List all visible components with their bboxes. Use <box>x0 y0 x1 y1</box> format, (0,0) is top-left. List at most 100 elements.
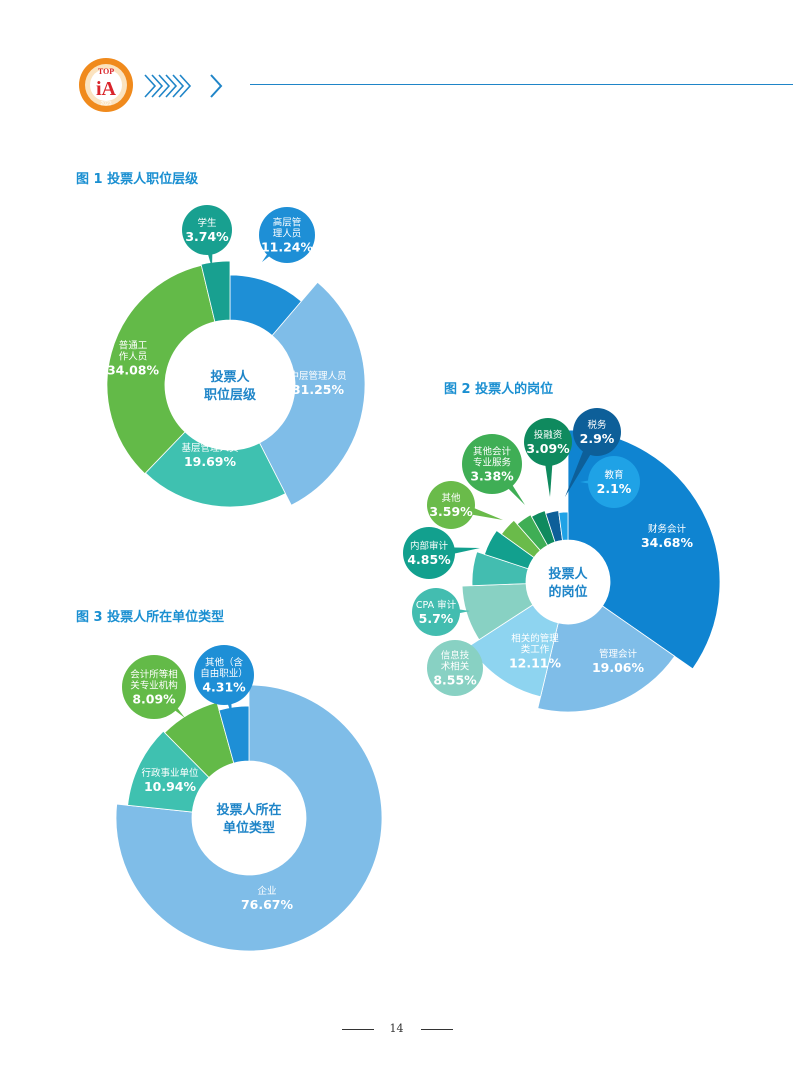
fig1-slice-name: 学生 <box>197 217 217 229</box>
fig1-bubble <box>182 205 232 255</box>
svg-text:2023: 2023 <box>100 101 111 107</box>
fig2-slice-name: 术相关 <box>441 661 470 673</box>
fig2-slice-value: 4.85% <box>407 552 451 567</box>
header-rule <box>250 84 793 85</box>
fig2-slice-3 <box>461 583 534 641</box>
fig2-slice-name: 管理会计 <box>599 648 638 660</box>
fig1-slice-value: 11.24% <box>261 240 314 255</box>
fig2-bubble <box>573 408 621 456</box>
fig2-bubble <box>524 418 572 466</box>
fig2-bubble <box>588 456 640 508</box>
fig2-slice-name: 其他会计 <box>473 446 512 458</box>
fig2-label-6: 其他3.59% <box>427 481 503 529</box>
fig1-center-label: 职位层级 <box>204 387 257 403</box>
fig1-center <box>165 320 295 450</box>
fig1-slice-value: 19.69% <box>184 454 237 469</box>
fig2-slice-name: 投融资 <box>534 429 563 441</box>
fig2-slice-value: 19.06% <box>592 660 645 675</box>
fig3-slice-name: 企业 <box>257 885 276 897</box>
fig1-bubble <box>259 207 315 263</box>
fig3-bubble <box>194 645 254 705</box>
fig3-bubble <box>122 655 186 719</box>
fig1-slice-name: 中层管理人员 <box>289 370 346 382</box>
fig2-slice-value: 3.59% <box>429 504 473 519</box>
footer-rule-left <box>342 1029 374 1030</box>
fig3-slice-value: 4.31% <box>202 680 246 695</box>
fig3-slice-name: 行政事业单位 <box>141 767 199 779</box>
fig1-slice-value: 31.25% <box>292 382 345 397</box>
fig2-center-label: 的岗位 <box>548 584 587 600</box>
fig1-slice-name: 理人员 <box>273 229 302 240</box>
fig2-slice-name: 教育 <box>604 469 623 481</box>
fig3-slice-name: 自由职业） <box>200 668 248 680</box>
fig2-bubble <box>427 640 483 696</box>
fig2-center-label: 投票人 <box>548 566 588 582</box>
fig2-slice-value: 3.38% <box>470 469 514 484</box>
fig2-slice-value: 12.11% <box>509 656 562 671</box>
fig1-slice-value: 34.08% <box>107 363 160 378</box>
fig1-slice-value: 3.74% <box>185 229 229 244</box>
fig2-center <box>526 540 610 624</box>
fig2-slice-value: 5.7% <box>419 611 454 626</box>
double-chevron-right-icon <box>144 74 223 98</box>
fig1-label-4: 学生3.74% <box>182 205 232 268</box>
fig2-slice-name: 内部审计 <box>410 540 449 552</box>
fig2-slice-name: 其他 <box>441 492 461 504</box>
fig2-slice-name: CPA 审计 <box>416 599 457 611</box>
fig1-slice-name: 作人员 <box>119 351 148 363</box>
fig2-slice-name: 相关的管理 <box>511 633 559 645</box>
fig3-center-label: 单位类型 <box>223 820 275 836</box>
page-number: 14 <box>389 1022 404 1035</box>
fig2-bubble <box>412 588 460 636</box>
fig2-label-10: 教育2.1% <box>580 456 640 508</box>
fig3-slice-value: 76.67% <box>241 897 294 912</box>
fig1-title: 图 1 投票人职位层级 <box>76 172 199 187</box>
fig2-bubble <box>462 434 522 494</box>
fig2-slice-value: 8.55% <box>433 673 477 688</box>
fig2-slice-value: 3.09% <box>526 441 570 456</box>
fig3-slice-value: 10.94% <box>144 779 197 794</box>
fig3-slice-value: 8.09% <box>132 692 176 707</box>
fig2-slice-name: 财务会计 <box>648 523 687 535</box>
fig3-slice-name: 其他（含 <box>205 657 244 669</box>
fig2-slice-value: 2.1% <box>597 481 632 496</box>
fig2-title: 图 2 投票人的岗位 <box>444 382 554 397</box>
fig3-title: 图 3 投票人所在单位类型 <box>76 610 225 625</box>
fig3-slice-name: 会计所等相 <box>130 669 178 681</box>
fig1-slice-name: 普通工 <box>119 340 148 352</box>
fig2-bubble <box>403 527 455 579</box>
svg-text:TOP: TOP <box>98 67 114 76</box>
fig1-slice-name: 基层管理人员 <box>181 442 238 454</box>
fig2-slice-name: 税务 <box>587 419 607 431</box>
fig2-bubble <box>427 481 475 529</box>
top-ia-logo: TOP iA 2023 <box>79 58 133 112</box>
fig1-center-label: 投票人 <box>210 369 250 385</box>
fig2-label-4: CPA 审计5.7% <box>412 588 470 636</box>
fig2-slice-name: 信息技 <box>441 650 470 662</box>
svg-text:iA: iA <box>96 78 117 100</box>
fig1-slice-name: 高层管 <box>273 217 302 229</box>
fig2-slice-value: 2.9% <box>580 431 615 446</box>
fig3-slice-name: 关专业机构 <box>130 680 178 692</box>
footer-rule-right <box>421 1029 453 1030</box>
fig2-slice-name: 专业服务 <box>473 457 512 469</box>
